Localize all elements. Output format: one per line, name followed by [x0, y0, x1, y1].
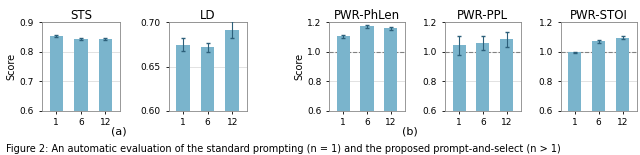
Bar — [616, 38, 629, 111]
Bar — [74, 39, 88, 111]
Bar — [49, 36, 63, 111]
Text: (b): (b) — [402, 127, 417, 137]
Bar — [568, 52, 581, 111]
Title: PWR-STOI: PWR-STOI — [570, 9, 628, 22]
Bar — [99, 39, 112, 111]
Bar — [225, 30, 239, 111]
Text: Figure 2: An automatic evaluation of the standard prompting (n = 1) and the prop: Figure 2: An automatic evaluation of the… — [6, 144, 561, 154]
Y-axis label: Score: Score — [7, 53, 17, 80]
Text: (a): (a) — [111, 127, 126, 137]
Bar — [337, 36, 350, 111]
Bar — [592, 41, 605, 111]
Title: LD: LD — [200, 9, 216, 22]
Bar — [500, 39, 513, 111]
Bar — [476, 43, 490, 111]
Y-axis label: Score: Score — [294, 53, 304, 80]
Title: PWR-PhLen: PWR-PhLen — [334, 9, 400, 22]
Bar — [360, 26, 374, 111]
Bar — [384, 28, 397, 111]
Bar — [177, 45, 190, 111]
Bar — [452, 45, 466, 111]
Title: PWR-PPL: PWR-PPL — [458, 9, 508, 22]
Title: STS: STS — [70, 9, 92, 22]
Bar — [201, 47, 214, 111]
